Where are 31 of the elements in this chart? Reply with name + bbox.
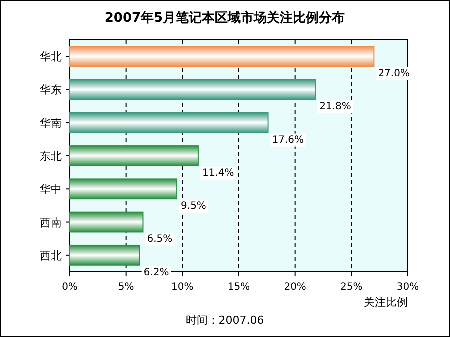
bar <box>70 112 269 134</box>
data-label: 17.6% <box>272 134 304 146</box>
data-label: 11.4% <box>202 168 234 179</box>
x-tick-label: 20% <box>284 282 306 293</box>
y-tick-label: 华中 <box>40 183 62 196</box>
data-label: 6.2% <box>144 267 170 278</box>
data-label: 21.8% <box>320 102 352 113</box>
chart-title: 2007年5月笔记本区域市场关注比例分布 <box>104 10 346 26</box>
x-tick-label: 30% <box>396 282 420 293</box>
data-label: 6.5% <box>147 234 173 246</box>
y-tick-label: 西北 <box>40 249 62 262</box>
bar <box>70 79 316 100</box>
bar <box>70 244 140 266</box>
x-axis-title: 关注比例 <box>364 296 408 309</box>
x-tick-label: 5% <box>118 282 134 293</box>
bar <box>70 146 199 166</box>
bar <box>70 178 178 200</box>
y-tick-label: 西南 <box>40 216 62 230</box>
y-tick-label: 华北 <box>40 50 62 64</box>
x-tick-label: 0% <box>62 282 78 293</box>
x-tick-label: 15% <box>228 282 250 293</box>
text: 时间：2007.06 <box>186 314 264 327</box>
x-tick-label: 10% <box>172 282 194 293</box>
data-label: 27.0% <box>378 68 410 80</box>
y-tick-label: 东北 <box>40 150 62 163</box>
x-tick-label: 25% <box>340 282 363 293</box>
y-tick-label: 华南 <box>40 116 62 130</box>
y-tick-label: 华东 <box>40 84 62 97</box>
bar <box>70 212 144 233</box>
bar <box>70 46 375 68</box>
data-label: 9.5% <box>181 201 206 212</box>
